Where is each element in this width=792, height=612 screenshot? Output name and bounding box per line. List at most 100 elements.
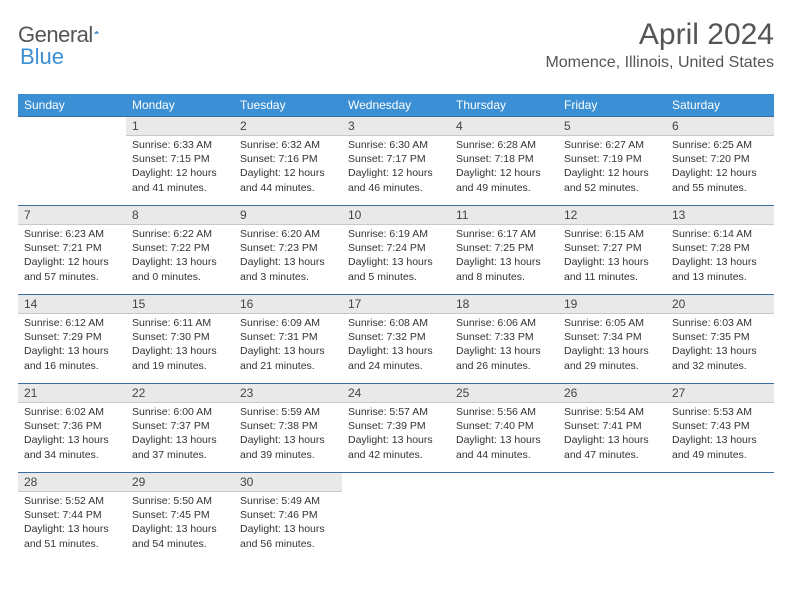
cell-line: and 21 minutes. (240, 359, 336, 373)
cell-line: Sunset: 7:30 PM (132, 330, 228, 344)
day-cell-content: Sunrise: 5:53 AMSunset: 7:43 PMDaylight:… (666, 403, 774, 466)
day-cell-content: Sunrise: 5:54 AMSunset: 7:41 PMDaylight:… (558, 403, 666, 466)
cell-line: and 26 minutes. (456, 359, 552, 373)
day-number: 29 (126, 473, 234, 491)
cell-line: Daylight: 13 hours (132, 522, 228, 536)
day-cell: Sunrise: 6:06 AMSunset: 7:33 PMDaylight:… (450, 314, 558, 384)
cell-line: Daylight: 13 hours (348, 433, 444, 447)
day-header: Sunday (18, 94, 126, 117)
calendar-page: General April 2024 Momence, Illinois, Un… (0, 0, 792, 612)
day-cell: Sunrise: 5:50 AMSunset: 7:45 PMDaylight:… (126, 492, 234, 562)
cell-line: Daylight: 13 hours (132, 344, 228, 358)
day-cell: Sunrise: 6:19 AMSunset: 7:24 PMDaylight:… (342, 225, 450, 295)
day-number: 24 (342, 384, 450, 402)
cell-line: Daylight: 13 hours (24, 522, 120, 536)
cell-line: Daylight: 12 hours (24, 255, 120, 269)
daynum-cell: 11 (450, 206, 558, 225)
day-cell-content: Sunrise: 6:15 AMSunset: 7:27 PMDaylight:… (558, 225, 666, 288)
cell-line: and 3 minutes. (240, 270, 336, 284)
cell-line: Sunrise: 6:03 AM (672, 316, 768, 330)
cell-line: and 32 minutes. (672, 359, 768, 373)
cell-line: Sunrise: 6:12 AM (24, 316, 120, 330)
content-row: Sunrise: 5:52 AMSunset: 7:44 PMDaylight:… (18, 492, 774, 562)
cell-line: Sunrise: 5:59 AM (240, 405, 336, 419)
cell-line: Sunrise: 6:23 AM (24, 227, 120, 241)
cell-line: Sunrise: 6:08 AM (348, 316, 444, 330)
cell-line: and 37 minutes. (132, 448, 228, 462)
cell-line: Sunset: 7:34 PM (564, 330, 660, 344)
day-cell-content: Sunrise: 5:49 AMSunset: 7:46 PMDaylight:… (234, 492, 342, 555)
cell-line: Daylight: 13 hours (24, 344, 120, 358)
cell-line: Daylight: 13 hours (132, 433, 228, 447)
cell-line: and 52 minutes. (564, 181, 660, 195)
cell-line: Sunset: 7:17 PM (348, 152, 444, 166)
day-cell: Sunrise: 6:30 AMSunset: 7:17 PMDaylight:… (342, 136, 450, 206)
day-number: 8 (126, 206, 234, 224)
cell-line: Daylight: 12 hours (456, 166, 552, 180)
daynum-cell: 4 (450, 117, 558, 136)
day-cell (18, 136, 126, 206)
day-cell: Sunrise: 6:11 AMSunset: 7:30 PMDaylight:… (126, 314, 234, 384)
cell-line: Sunrise: 6:30 AM (348, 138, 444, 152)
cell-line: Sunrise: 5:56 AM (456, 405, 552, 419)
cell-line: Daylight: 13 hours (672, 255, 768, 269)
day-cell-content: Sunrise: 6:14 AMSunset: 7:28 PMDaylight:… (666, 225, 774, 288)
day-cell-content: Sunrise: 6:28 AMSunset: 7:18 PMDaylight:… (450, 136, 558, 199)
day-cell-content: Sunrise: 6:12 AMSunset: 7:29 PMDaylight:… (18, 314, 126, 377)
day-cell: Sunrise: 6:22 AMSunset: 7:22 PMDaylight:… (126, 225, 234, 295)
daynum-cell: 1 (126, 117, 234, 136)
day-cell: Sunrise: 5:59 AMSunset: 7:38 PMDaylight:… (234, 403, 342, 473)
day-number: 4 (450, 117, 558, 135)
daynum-cell: 10 (342, 206, 450, 225)
day-number: 22 (126, 384, 234, 402)
cell-line: Sunset: 7:20 PM (672, 152, 768, 166)
cell-line: Daylight: 13 hours (240, 522, 336, 536)
daynum-cell (558, 473, 666, 492)
day-number: 17 (342, 295, 450, 313)
content-row: Sunrise: 6:33 AMSunset: 7:15 PMDaylight:… (18, 136, 774, 206)
day-cell: Sunrise: 5:57 AMSunset: 7:39 PMDaylight:… (342, 403, 450, 473)
cell-line: Sunrise: 5:52 AM (24, 494, 120, 508)
day-cell: Sunrise: 6:17 AMSunset: 7:25 PMDaylight:… (450, 225, 558, 295)
cell-line: Sunset: 7:16 PM (240, 152, 336, 166)
daynum-cell: 7 (18, 206, 126, 225)
day-cell: Sunrise: 6:14 AMSunset: 7:28 PMDaylight:… (666, 225, 774, 295)
daynum-cell: 24 (342, 384, 450, 403)
logo-mark-icon (94, 22, 99, 42)
daynum-cell: 22 (126, 384, 234, 403)
cell-line: Sunrise: 6:33 AM (132, 138, 228, 152)
day-number: 21 (18, 384, 126, 402)
day-number (18, 117, 126, 121)
cell-line: Daylight: 13 hours (564, 433, 660, 447)
cell-line: and 44 minutes. (456, 448, 552, 462)
cell-line: Daylight: 13 hours (564, 344, 660, 358)
daynum-cell: 30 (234, 473, 342, 492)
day-cell: Sunrise: 6:20 AMSunset: 7:23 PMDaylight:… (234, 225, 342, 295)
cell-line: Sunrise: 6:20 AM (240, 227, 336, 241)
day-cell-content (18, 136, 126, 142)
day-number: 27 (666, 384, 774, 402)
cell-line: Sunset: 7:40 PM (456, 419, 552, 433)
cell-line: and 49 minutes. (672, 448, 768, 462)
day-cell-content: Sunrise: 6:17 AMSunset: 7:25 PMDaylight:… (450, 225, 558, 288)
day-number: 7 (18, 206, 126, 224)
day-cell: Sunrise: 6:28 AMSunset: 7:18 PMDaylight:… (450, 136, 558, 206)
cell-line: Sunset: 7:43 PM (672, 419, 768, 433)
cell-line: Daylight: 13 hours (672, 433, 768, 447)
day-number: 23 (234, 384, 342, 402)
cell-line: Sunset: 7:23 PM (240, 241, 336, 255)
day-cell-content: Sunrise: 5:59 AMSunset: 7:38 PMDaylight:… (234, 403, 342, 466)
day-header: Wednesday (342, 94, 450, 117)
cell-line: Daylight: 13 hours (456, 344, 552, 358)
cell-line: Daylight: 12 hours (348, 166, 444, 180)
cell-line: Sunset: 7:19 PM (564, 152, 660, 166)
daynum-cell (18, 117, 126, 136)
day-cell (558, 492, 666, 562)
daynum-cell: 19 (558, 295, 666, 314)
cell-line: and 34 minutes. (24, 448, 120, 462)
day-number (666, 473, 774, 477)
day-cell (666, 492, 774, 562)
daynum-cell: 8 (126, 206, 234, 225)
cell-line: Daylight: 13 hours (672, 344, 768, 358)
calendar-title: April 2024 (545, 18, 774, 52)
